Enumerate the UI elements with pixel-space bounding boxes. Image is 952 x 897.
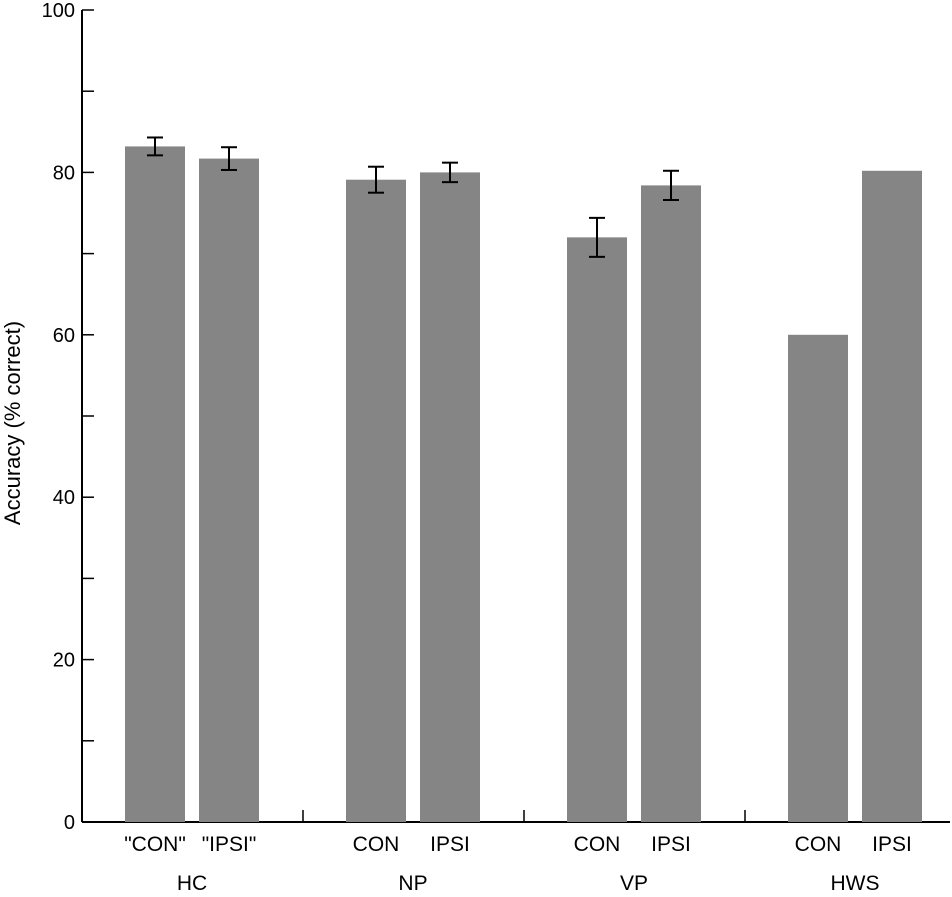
bar-category-label: IPSI [651, 833, 691, 856]
group-label: NP [398, 872, 427, 895]
bar-category-label: IPSI [872, 833, 912, 856]
bar [641, 185, 701, 823]
y-tick-label: 20 [53, 650, 75, 672]
bar [199, 158, 259, 822]
bar-category-label: IPSI [430, 833, 470, 856]
bars [125, 146, 922, 823]
y-tick-label: 40 [53, 487, 75, 509]
bar-category-label: "IPSI" [202, 833, 257, 856]
error-bars [147, 136, 679, 258]
y-tick-label: 0 [64, 812, 75, 834]
y-axis-label: Accuracy (% correct) [0, 321, 25, 525]
bar-category-label: "CON" [124, 833, 186, 856]
bar-category-label: CON [795, 833, 842, 856]
y-tick-label: 60 [53, 325, 75, 347]
group-label: HWS [831, 872, 880, 895]
group-label: HC [177, 872, 207, 895]
bar-category-label: CON [353, 833, 400, 856]
bar [346, 179, 406, 822]
bar [567, 237, 627, 823]
group-label: VP [620, 872, 648, 895]
y-tick-label: 80 [53, 162, 75, 184]
bar-category-label: CON [574, 833, 621, 856]
bar [862, 170, 922, 822]
y-tick-label: 100 [42, 0, 75, 22]
bar [420, 172, 480, 822]
y-axis: 0 20 40 60 80 100 [42, 0, 94, 834]
bar [125, 146, 185, 822]
bar [788, 334, 848, 822]
